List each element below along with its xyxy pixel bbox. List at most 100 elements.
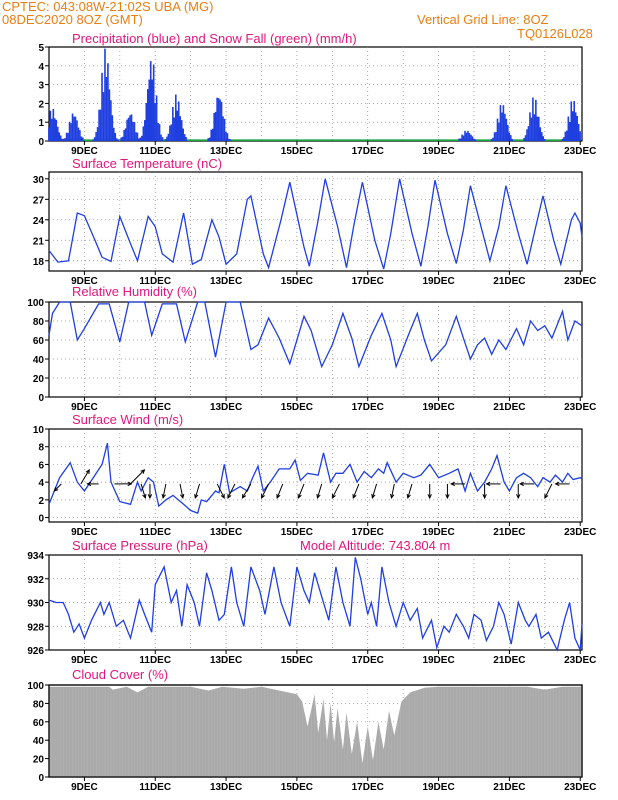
wind-arrow-head: [445, 494, 450, 500]
xtick-label: 13DEC: [210, 402, 242, 413]
panel-title-1: Surface Temperature (nC): [72, 156, 222, 171]
precip-bar: [155, 95, 158, 141]
ytick-label: 3: [38, 81, 44, 92]
precip-bar: [158, 124, 161, 141]
wind-arrow-head: [427, 494, 432, 500]
precip-bar: [79, 130, 81, 141]
precip-bar: [222, 116, 224, 141]
precip-bar: [229, 139, 232, 141]
ytick-label: 930: [27, 599, 44, 610]
xtick-label: 19DEC: [422, 146, 454, 157]
wind-arrow-head: [140, 469, 146, 474]
ytick-label: 0: [38, 514, 44, 525]
ytick-label: 18: [33, 257, 45, 268]
series-line-4: [48, 557, 583, 652]
precip-bar: [524, 135, 527, 141]
precip-bar: [490, 138, 493, 141]
precip-bar: [129, 115, 131, 141]
precip-bar: [495, 132, 497, 141]
xtick-label: 9DEC: [71, 146, 98, 157]
wind-arrow-head: [519, 481, 525, 487]
series-line-1: [48, 178, 583, 270]
precip-bar: [468, 133, 471, 141]
wind-arrow-head: [485, 481, 491, 487]
xtick-label: 21DEC: [493, 146, 525, 157]
ytick-label: 30: [33, 175, 45, 186]
ytick-label: 0: [38, 393, 44, 404]
xtick-label: 21DEC: [493, 782, 525, 793]
precip-bar: [564, 131, 567, 141]
xtick-label: 11DEC: [139, 527, 171, 538]
xtick-label: 23DEC: [564, 782, 596, 793]
xtick-label: 9DEC: [71, 527, 98, 538]
precip-bar: [185, 137, 187, 141]
precip-bar: [182, 128, 184, 141]
precip-bar: [170, 124, 173, 141]
ytick-label: 1: [38, 118, 44, 129]
precip-bar: [511, 138, 514, 141]
ytick-label: 20: [33, 374, 45, 385]
xtick-label: 21DEC: [493, 276, 525, 287]
precip-bar: [179, 116, 182, 141]
ytick-label: 0: [38, 137, 44, 148]
precip-bar: [542, 136, 545, 141]
precip-bar: [220, 101, 223, 141]
xtick-label: 9DEC: [71, 782, 98, 793]
precip-bar: [105, 77, 108, 141]
precip-bar: [228, 138, 230, 141]
precip-bar: [527, 126, 530, 141]
precip-bar: [101, 72, 103, 141]
wind-arrow-head: [276, 493, 281, 499]
precip-bar: [496, 118, 499, 141]
xtick-label: 11DEC: [139, 655, 171, 666]
wind-arrow: [391, 483, 395, 499]
precip-bar: [58, 132, 61, 141]
precip-bar: [172, 107, 174, 141]
panel-title-2: Relative Humidity (%): [72, 284, 197, 299]
precip-bar: [474, 139, 477, 141]
precip-bar: [133, 122, 136, 141]
ytick-label: 27: [33, 195, 45, 206]
xtick-label: 21DEC: [493, 402, 525, 413]
precip-bar: [493, 132, 496, 141]
wind-arrow-head: [85, 468, 90, 474]
precip-bar: [56, 126, 59, 141]
wind-arrow: [140, 483, 146, 499]
precip-bar: [68, 121, 71, 141]
ytick-label: 80: [33, 317, 45, 328]
ytick-label: 2: [38, 496, 44, 507]
precip-bar: [461, 134, 463, 141]
precip-bar: [59, 135, 62, 141]
precip-bar: [492, 137, 494, 141]
precip-bar: [71, 113, 74, 141]
xtick-label: 11DEC: [139, 146, 171, 157]
precip-bar: [95, 132, 97, 141]
precip-bar: [67, 132, 69, 141]
precip-bar: [464, 130, 466, 141]
precip-bar: [73, 116, 75, 141]
wind-arrow: [54, 483, 62, 492]
precip-bar: [99, 109, 102, 141]
wind-arrow-head: [406, 493, 411, 500]
xtick-label: 23DEC: [564, 655, 596, 666]
xtick-label: 11DEC: [139, 782, 171, 793]
precip-bar: [509, 135, 512, 141]
ytick-label: 60: [33, 718, 45, 729]
ytick-label: 10: [33, 425, 45, 436]
xtick-label: 13DEC: [210, 527, 242, 538]
precip-bar: [217, 98, 220, 141]
precip-bar: [543, 138, 546, 141]
precip-bar: [538, 116, 540, 141]
precip-bar: [108, 89, 111, 141]
precip-bar: [124, 128, 127, 141]
precip-bar: [499, 105, 502, 141]
precip-bar: [82, 137, 84, 141]
ytick-label: 0: [38, 773, 44, 784]
wind-arrow-head: [352, 493, 357, 499]
xtick-label: 19DEC: [422, 527, 454, 538]
precip-bar: [532, 97, 534, 141]
precip-bar: [164, 139, 167, 141]
wind-arrow-head: [127, 481, 133, 487]
precip-bar: [505, 118, 508, 141]
wind-arrow-head: [371, 493, 376, 500]
